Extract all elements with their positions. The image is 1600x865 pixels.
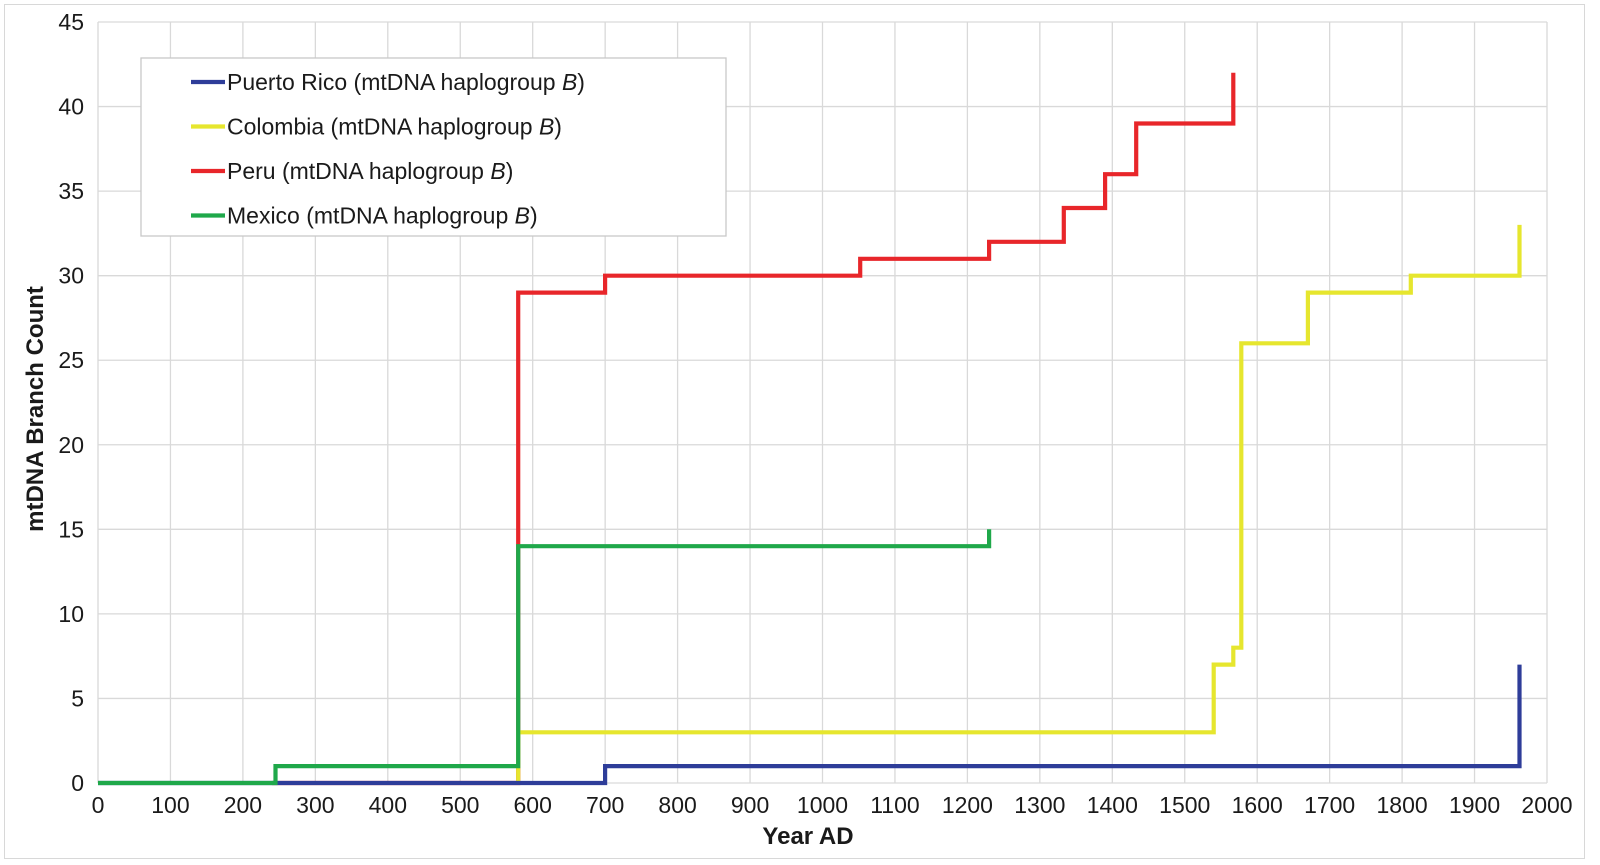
- x-tick-label: 1700: [1304, 792, 1355, 818]
- y-tick-label: 5: [71, 685, 84, 711]
- series-line-colombia: [516, 224, 1522, 783]
- x-tick-label: 1400: [1087, 792, 1138, 818]
- x-tick-label: 100: [151, 792, 189, 818]
- y-tick-label: 10: [58, 601, 84, 627]
- series-line-mexico: [98, 529, 992, 786]
- y-tick-label: 30: [58, 263, 84, 289]
- x-tick-label: 300: [296, 792, 334, 818]
- legend-label-suffix: ): [506, 158, 514, 184]
- x-axis-title: Year AD: [762, 823, 853, 850]
- x-tick-label: 1600: [1232, 792, 1283, 818]
- legend-box: [140, 57, 727, 237]
- x-tick-label: 700: [586, 792, 624, 818]
- x-tick-label: 0: [92, 792, 105, 818]
- x-tick-label: 2000: [1521, 792, 1572, 818]
- legend-label-text: Mexico (mtDNA haplogroup: [227, 203, 515, 229]
- x-tick-labels: 0 100 200 300 400 500 600 700 800 900 1000 1100 1200…: [92, 792, 1573, 818]
- series-layer: [98, 72, 1522, 786]
- x-tick-label: 400: [369, 792, 407, 818]
- legend: Puerto Rico (mtDNA haplogroup B)Colombia…: [140, 57, 727, 237]
- legend-label-colombia: Colombia (mtDNA haplogroup B): [227, 114, 562, 140]
- legend-label-italic: B: [539, 114, 554, 140]
- y-tick-label: 45: [58, 9, 84, 35]
- legend-label-suffix: ): [530, 203, 538, 229]
- x-tick-label: 200: [224, 792, 262, 818]
- series-line-peru: [271, 72, 1236, 786]
- x-tick-label: 1800: [1377, 792, 1428, 818]
- legend-label-puerto-rico: Puerto Rico (mtDNA haplogroup B): [227, 69, 585, 95]
- y-axis-title: mtDNA Branch Count: [22, 286, 49, 532]
- legend-label-text: Peru (mtDNA haplogroup: [227, 158, 490, 184]
- x-tick-label: 1000: [797, 792, 848, 818]
- x-tick-label: 600: [514, 792, 552, 818]
- y-tick-label: 0: [71, 770, 84, 796]
- x-tick-label: 1200: [942, 792, 993, 818]
- x-tick-label: 1100: [870, 792, 919, 818]
- legend-label-italic: B: [490, 158, 505, 184]
- x-tick-label: 1900: [1449, 792, 1500, 818]
- x-tick-label: 1300: [1014, 792, 1065, 818]
- y-tick-label: 40: [58, 94, 84, 120]
- x-tick-label: 900: [731, 792, 769, 818]
- y-tick-labels: 0 5 10 15 20 25 30 35 40 45: [58, 9, 84, 796]
- legend-label-italic: B: [515, 203, 530, 229]
- legend-label-italic: B: [562, 69, 577, 95]
- x-tick-label: 500: [441, 792, 479, 818]
- y-tick-label: 35: [58, 178, 84, 204]
- legend-label-text: Puerto Rico (mtDNA haplogroup: [227, 69, 562, 95]
- y-tick-label: 25: [58, 347, 84, 373]
- y-tick-label: 15: [58, 516, 84, 542]
- legend-label-suffix: ): [554, 114, 562, 140]
- x-tick-label: 1500: [1159, 792, 1210, 818]
- legend-label-text: Colombia (mtDNA haplogroup: [227, 114, 539, 140]
- y-tick-label: 20: [58, 432, 84, 458]
- series-line-puerto-rico: [98, 664, 1522, 786]
- legend-label-peru: Peru (mtDNA haplogroup B): [227, 158, 513, 184]
- legend-label-mexico: Mexico (mtDNA haplogroup B): [227, 203, 538, 229]
- x-tick-label: 800: [658, 792, 696, 818]
- legend-label-suffix: ): [577, 69, 585, 95]
